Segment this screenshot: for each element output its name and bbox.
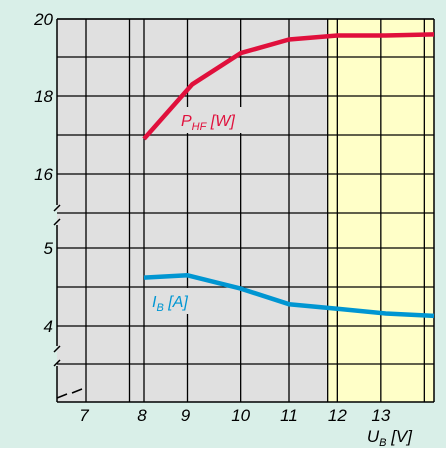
- axis-layer: [53, 18, 435, 403]
- x-tick-label: 9: [181, 406, 191, 425]
- series-label-sub: B: [156, 302, 163, 314]
- y-tick-label-lower: 4: [44, 317, 53, 336]
- series-label-ib-bg: [149, 288, 217, 314]
- series-label-phf-bg: [178, 107, 246, 133]
- y-tick-label-upper: 16: [34, 165, 53, 184]
- series-label-unit: [A]: [164, 294, 189, 311]
- series-line-ib: [143, 273, 435, 319]
- grid-layer: [57, 18, 434, 402]
- series-layer: [142, 32, 435, 319]
- x-axis-label-sub: B: [379, 437, 386, 448]
- x-axis-label-main: U: [367, 427, 380, 446]
- series-line-phf: [142, 32, 435, 141]
- x-tick-label: 13: [371, 406, 390, 425]
- y-axis-break-mark: [53, 218, 61, 226]
- series-label-main: P: [181, 113, 192, 130]
- x-axis-label-unit: [V]: [386, 427, 413, 446]
- series-label-ib: IB [A]: [152, 294, 188, 314]
- x-tick-label: 12: [328, 406, 347, 425]
- series-label-unit: [W]: [206, 113, 235, 130]
- y-tick-label-lower: 5: [44, 239, 54, 258]
- x-axis-break-mark: [56, 388, 83, 399]
- y-tick-label-upper: 20: [33, 10, 53, 29]
- x-tick-label: 11: [280, 406, 298, 425]
- x-tick-label: 8: [137, 406, 147, 425]
- x-tick-label: 7: [79, 406, 89, 425]
- y-axis-break-mark: [53, 204, 61, 212]
- y-axis-break-mark: [53, 345, 61, 353]
- y-tick-label-upper: 18: [34, 87, 53, 106]
- x-axis-label: UB [V]: [367, 427, 413, 448]
- x-tick-label: 10: [231, 406, 250, 425]
- series-label-phf: PHF [W]: [181, 113, 235, 133]
- series-label-sub: HF: [192, 121, 208, 133]
- series-label-main: I: [152, 294, 157, 311]
- y-axis-break-mark: [53, 359, 61, 367]
